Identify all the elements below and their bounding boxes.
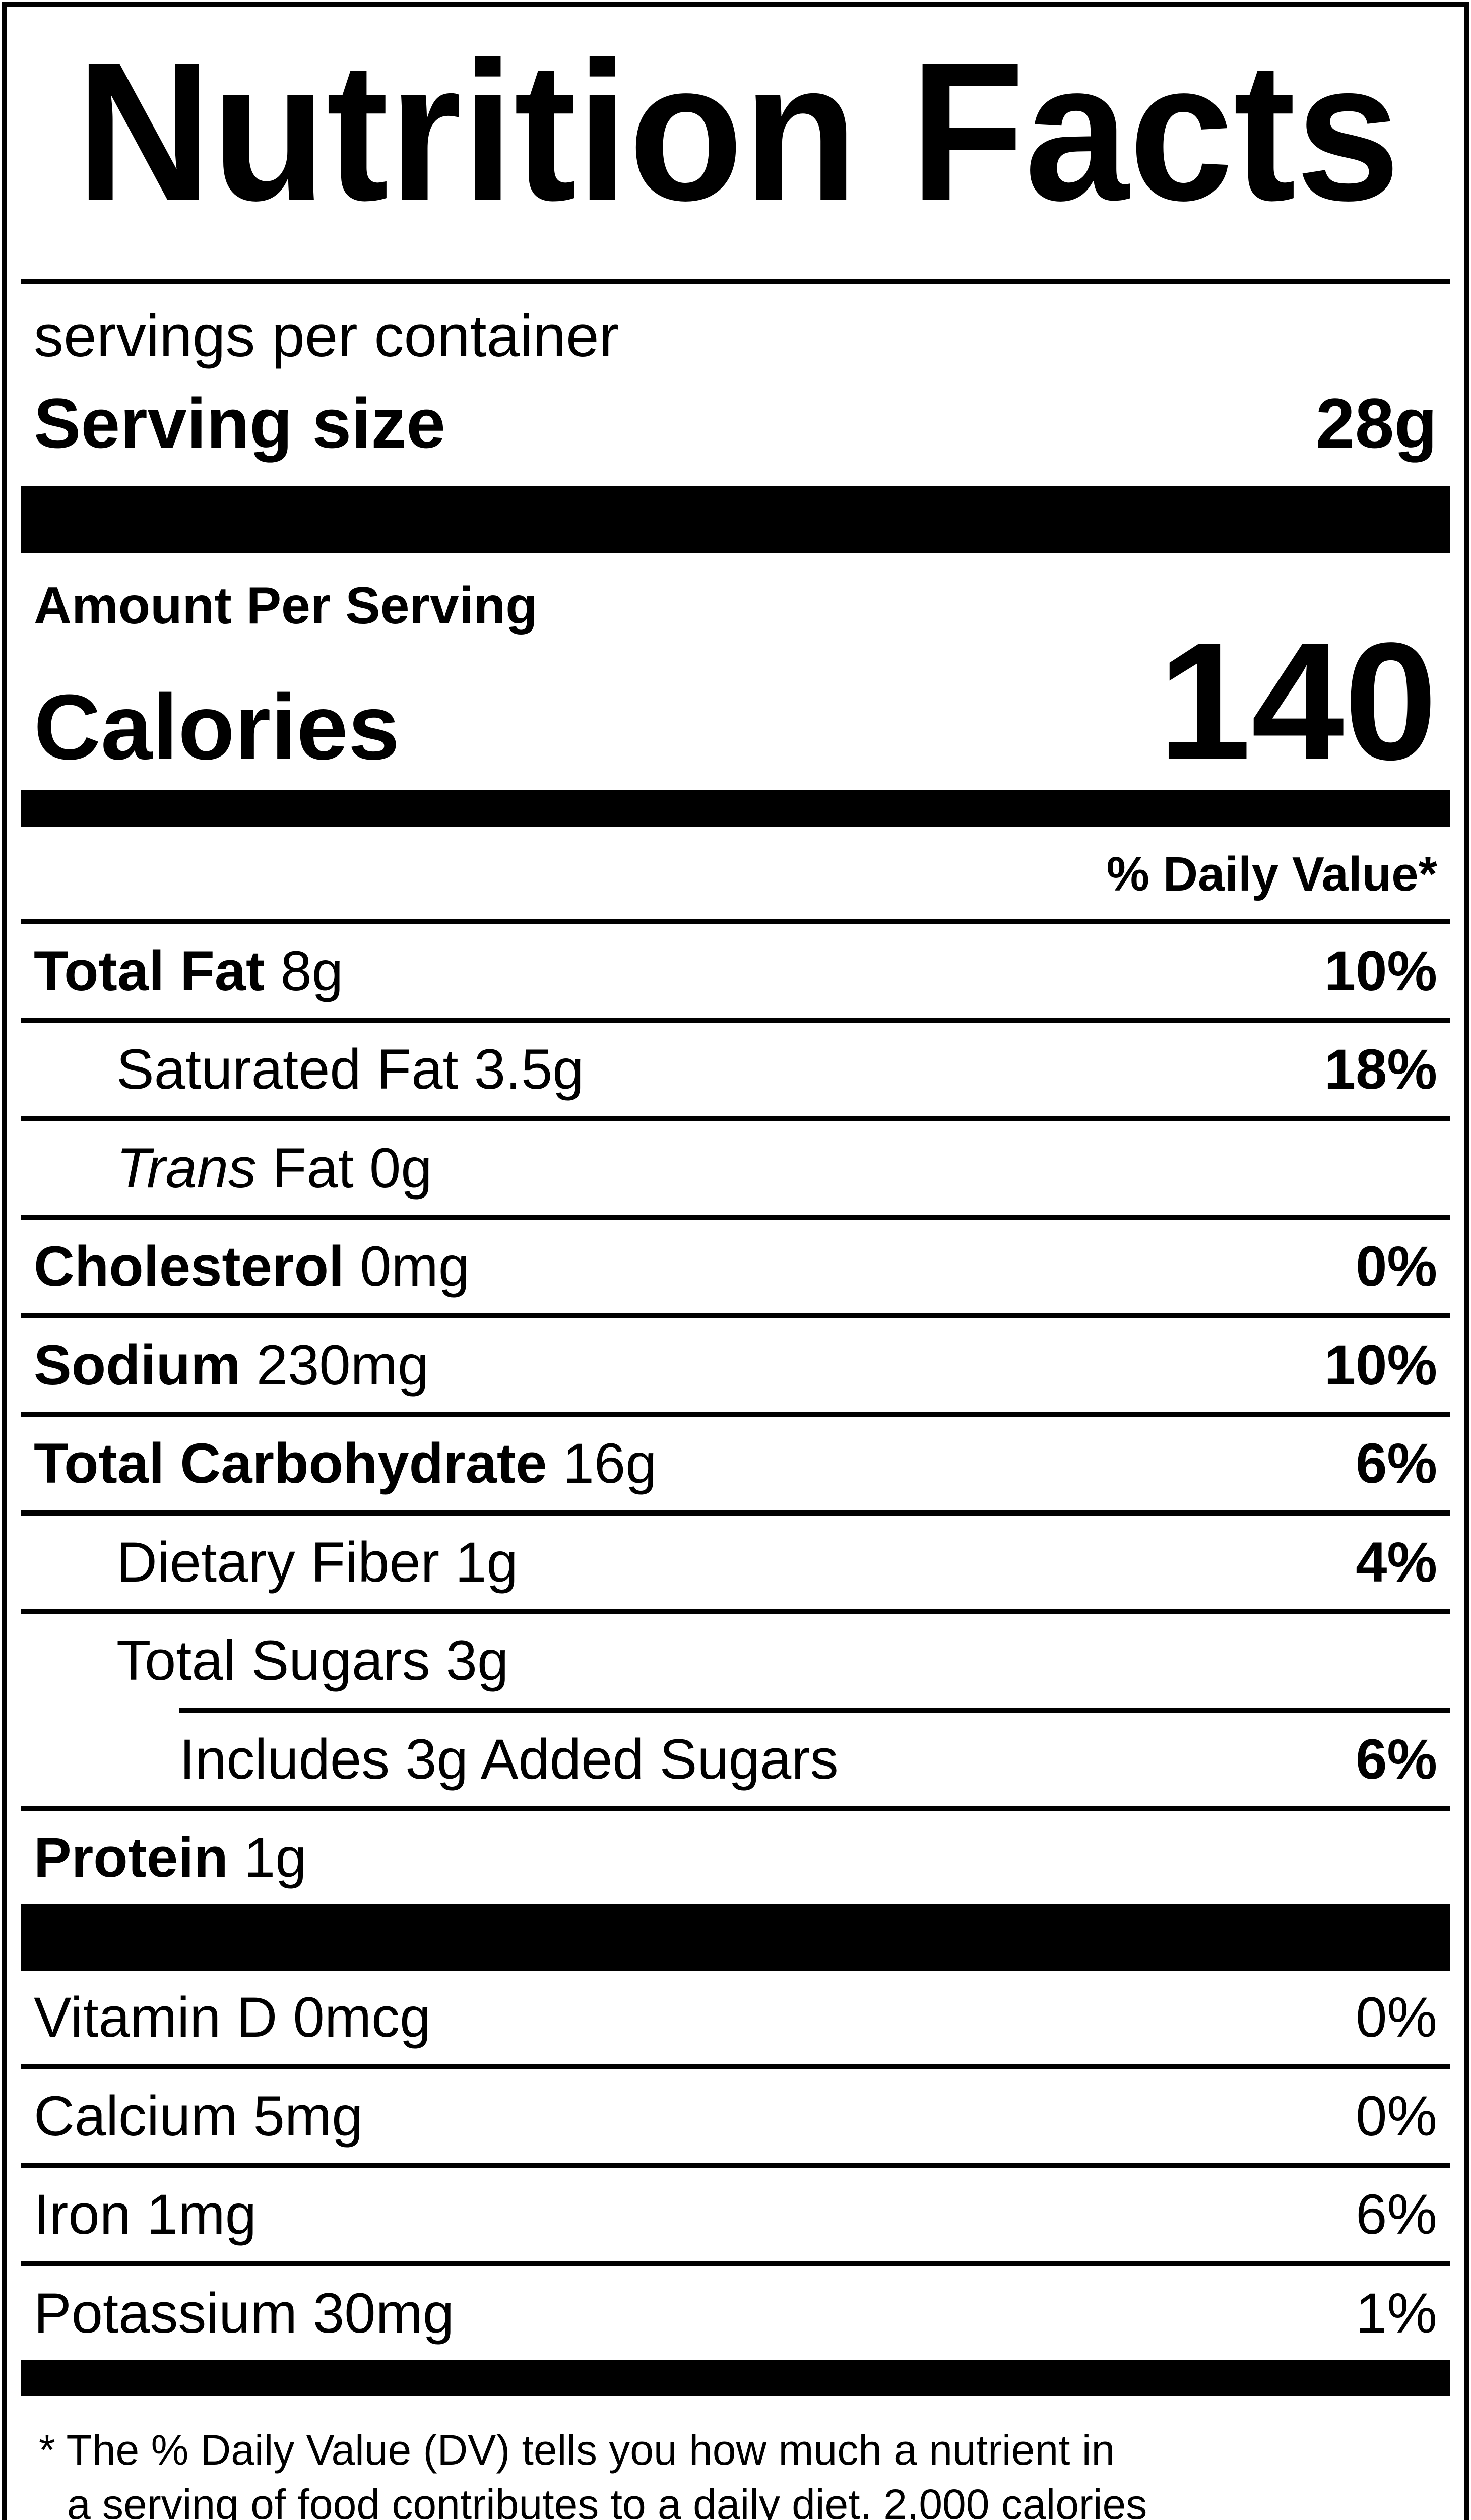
row-divider	[21, 2163, 1450, 2168]
medium-section-bar-calories	[21, 790, 1450, 827]
nutrient-row: Saturated Fat 3.5g 18%	[21, 1023, 1450, 1116]
vitamin-section: Vitamin D 0mcg 0% Calcium 5mg 0% Iron 1mg 6% P…	[21, 1971, 1450, 2360]
label-title: Nutrition Facts	[21, 7, 1450, 279]
thick-section-bar-vitamins	[21, 1904, 1450, 1971]
nutrient-row: Protein 1g	[21, 1811, 1450, 1904]
vitamin-name: Calcium 5mg	[34, 2084, 363, 2148]
vitamin-daily-value: 6%	[1356, 2183, 1437, 2246]
vitamin-row: Vitamin D 0mcg 0%	[21, 1971, 1450, 2064]
nutrient-row: Sodium 230mg 10%	[21, 1318, 1450, 1412]
nutrient-row: Dietary Fiber 1g 4%	[21, 1516, 1450, 1609]
nutrient-name: Total Fat 8g	[34, 939, 344, 1002]
row-divider	[179, 1707, 1450, 1713]
row-divider	[21, 1116, 1450, 1121]
nutrient-row: Total Fat 8g 10%	[21, 924, 1450, 1018]
vitamin-row: Calcium 5mg 0%	[21, 2069, 1450, 2163]
nutrient-daily-value: 18%	[1324, 1038, 1437, 1101]
nutrient-daily-value: 6%	[1356, 1727, 1437, 1791]
nutrient-row: Includes 3g Added Sugars 6%	[21, 1713, 1450, 1806]
row-divider	[21, 1313, 1450, 1318]
servings-per-container: servings per container	[34, 303, 619, 369]
footnote-line: a serving of food contributes to a daily…	[67, 2480, 1147, 2520]
nutrient-name: Dietary Fiber 1g	[116, 1530, 518, 1594]
nutrient-daily-value: 10%	[1324, 939, 1437, 1002]
nutrient-daily-value: 10%	[1324, 1333, 1437, 1397]
vitamin-daily-value: 1%	[1356, 2281, 1437, 2345]
vitamin-daily-value: 0%	[1356, 1986, 1437, 2049]
nutrient-row: Total Carbohydrate 16g 6%	[21, 1417, 1450, 1510]
label-title-text: Nutrition Facts	[76, 21, 1400, 242]
calories-label: Calories	[34, 675, 400, 779]
vitamin-daily-value: 0%	[1356, 2084, 1437, 2148]
nutrient-name: Saturated Fat 3.5g	[116, 1038, 584, 1101]
row-divider	[21, 1412, 1450, 1417]
nutrient-name: Protein 1g	[34, 1825, 307, 1889]
nutrient-name: Sodium 230mg	[34, 1333, 429, 1397]
row-divider	[21, 919, 1450, 924]
amount-per-serving-label: Amount Per Serving	[34, 577, 538, 635]
vitamin-name: Vitamin D 0mcg	[34, 1986, 431, 2049]
nutrient-row: Trans Fat 0g	[21, 1121, 1450, 1215]
nutrient-name: Total Sugars 3g	[116, 1629, 509, 1692]
nutrient-row: Cholesterol 0mg 0%	[21, 1220, 1450, 1313]
row-divider	[21, 1215, 1450, 1220]
serving-size-value: 28g	[1315, 384, 1437, 463]
calories-value: 140	[1158, 608, 1437, 795]
row-divider	[21, 1510, 1450, 1516]
daily-value-header: % Daily Value*	[1106, 847, 1437, 901]
row-divider	[21, 2064, 1450, 2069]
row-divider	[21, 1609, 1450, 1614]
nutrient-name: Trans Fat 0g	[116, 1136, 432, 1200]
vitamin-row: Iron 1mg 6%	[21, 2168, 1450, 2261]
vitamin-name: Potassium 30mg	[34, 2281, 455, 2345]
nutrient-name: Includes 3g Added Sugars	[179, 1727, 839, 1791]
title-divider	[21, 279, 1450, 284]
nutrient-daily-value: 4%	[1356, 1530, 1437, 1594]
nutrient-daily-value: 6%	[1356, 1432, 1437, 1495]
serving-size-label: Serving size	[34, 384, 446, 463]
vitamin-row: Potassium 30mg 1%	[21, 2266, 1450, 2360]
nutrient-row: Total Sugars 3g	[21, 1614, 1450, 1707]
vitamin-name: Iron 1mg	[34, 2183, 257, 2246]
nutrient-name: Total Carbohydrate 16g	[34, 1432, 657, 1495]
footnote: * The % Daily Value (DV) tells you how m…	[21, 2396, 1450, 2520]
row-divider	[21, 1018, 1450, 1023]
nutrient-name: Cholesterol 0mg	[34, 1235, 470, 1298]
nutrient-daily-value: 0%	[1356, 1235, 1437, 1298]
nutrient-section: Total Fat 8g 10% Saturated Fat 3.5g 18% Tran…	[21, 919, 1450, 1904]
row-divider	[21, 1805, 1450, 1811]
thick-section-bar-top	[21, 486, 1450, 553]
footnote-line: * The % Daily Value (DV) tells you how m…	[39, 2426, 1115, 2474]
serving-size-row: Serving size 28g	[21, 374, 1450, 486]
medium-section-bar-footnote	[21, 2360, 1450, 2397]
calories-row: Calories 140	[21, 618, 1450, 790]
row-divider	[21, 2261, 1450, 2266]
